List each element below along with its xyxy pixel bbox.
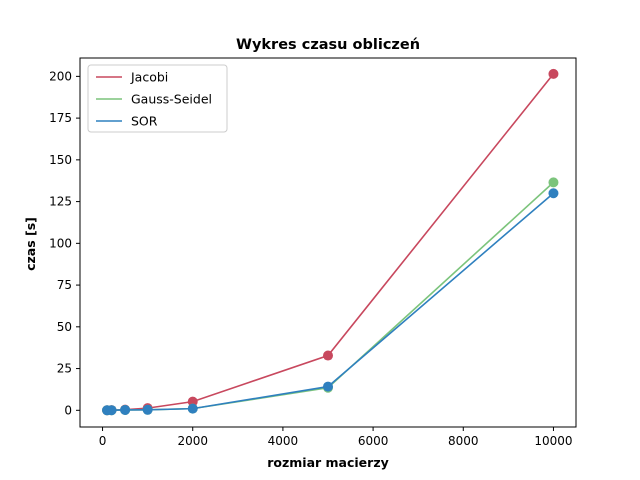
y-tick-label: 0: [64, 403, 72, 417]
y-tick-label: 75: [57, 278, 72, 292]
plot-frame: [79, 57, 577, 428]
data-point: [548, 68, 559, 79]
y-tick-label: 125: [49, 195, 72, 209]
legend-entry: SOR: [131, 114, 158, 129]
series-sor: [102, 188, 559, 416]
legend-entry: Gauss-Seidel: [131, 92, 212, 107]
data-point: [142, 404, 153, 415]
series-line: [107, 181, 554, 412]
data-point: [548, 177, 559, 188]
plot-area: [102, 68, 559, 416]
y-tick-label: 25: [57, 362, 72, 376]
data-point: [323, 381, 333, 392]
x-axis: 0 2000 4000 6000 8000 10000: [99, 427, 573, 448]
x-tick-label: 4000: [268, 434, 299, 448]
data-point: [187, 396, 198, 407]
data-point: [106, 405, 117, 416]
y-tick-label: 200: [49, 69, 72, 83]
legend: Jacobi Gauss-Seidel SOR: [87, 64, 228, 133]
y-tick-label: 100: [49, 236, 72, 250]
x-tick-label: 6000: [358, 434, 389, 448]
x-tick-label: 10000: [534, 434, 572, 448]
x-tick-label: 0: [99, 434, 107, 448]
series-gauss-seidel: [102, 177, 559, 416]
y-axis-label: czas [s]: [23, 217, 38, 271]
series-line: [107, 192, 554, 412]
data-point: [187, 403, 198, 414]
data-point: [548, 188, 559, 199]
data-point: [323, 350, 333, 361]
x-tick-label: 8000: [448, 434, 479, 448]
y-tick-label: 150: [49, 153, 72, 167]
y-tick-label: 50: [57, 320, 72, 334]
chart-title: Wykres czasu obliczeń: [236, 37, 420, 53]
y-tick-label: 175: [49, 111, 72, 125]
legend-entry: Jacobi: [130, 70, 168, 85]
x-axis-label: rozmiar macierzy: [267, 455, 389, 470]
data-point: [120, 404, 131, 415]
legend-box: [87, 64, 228, 133]
x-tick-label: 2000: [177, 434, 208, 448]
y-axis: 0 25 50 75 100 125 150 175 200: [49, 69, 80, 417]
